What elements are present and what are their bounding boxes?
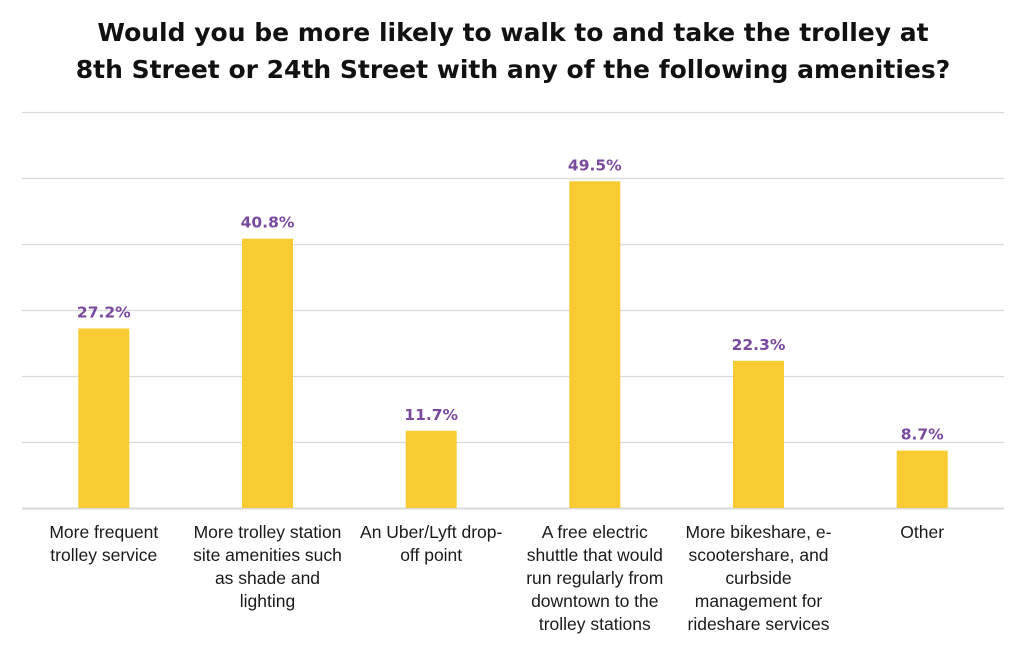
- x-tick-label-line: trolley service: [50, 545, 158, 565]
- x-tick-label-line: downtown to the: [531, 591, 659, 611]
- bar: [78, 328, 130, 508]
- data-label: 27.2%: [77, 304, 131, 322]
- data-label: 49.5%: [568, 156, 622, 174]
- x-tick-label: More trolley station site amenities such a…: [186, 521, 350, 613]
- x-tick-label-line: as shade and: [214, 568, 321, 588]
- data-label: 11.7%: [404, 406, 458, 424]
- x-tick-label-line: off point: [400, 545, 463, 565]
- data-label: 8.7%: [901, 426, 944, 444]
- bar: [896, 450, 948, 508]
- x-tick-label-line: site amenities such: [193, 545, 342, 565]
- x-tick-label-line: trolley stations: [538, 614, 651, 634]
- x-tick-label-line: scootershare, and: [688, 545, 829, 565]
- x-tick-label-line: lighting: [239, 591, 296, 611]
- chart-title-line-1: Would you be more likely to walk to and …: [97, 18, 929, 47]
- bar: [405, 430, 457, 508]
- chart-title: Would you be more likely to walk to and …: [0, 14, 1026, 88]
- x-tick-label: Other: [840, 521, 1004, 544]
- x-tick-label-line: Other: [900, 522, 945, 542]
- x-tick-label-line: run regularly from: [526, 568, 664, 588]
- x-tick-label: More bikeshare, e-scootershare, and curbs…: [677, 521, 841, 636]
- x-tick-label: A free electric shuttle that would run reg…: [513, 521, 677, 636]
- x-tick-label-line: More trolley station: [193, 522, 342, 542]
- x-tick-label-line: shuttle that would: [526, 545, 663, 565]
- x-tick-label-line: More frequent: [49, 522, 159, 542]
- x-tick-label: More frequent trolley service: [22, 521, 186, 567]
- x-tick-label-line: A free electric: [541, 522, 648, 542]
- x-tick-label-line: rideshare services: [687, 614, 830, 634]
- chart-title-line-2: 8th Street or 24th Street with any of th…: [75, 55, 951, 84]
- data-label: 40.8%: [241, 214, 295, 232]
- x-tick-label-line: An Uber/Lyft drop-: [360, 522, 503, 542]
- x-tick-label: An Uber/Lyft drop-off point: [349, 521, 513, 567]
- x-tick-label-line: curbside: [725, 568, 792, 588]
- x-tick-label-line: More bikeshare, e-: [685, 522, 832, 542]
- bar: [733, 360, 784, 508]
- bar: [242, 238, 293, 508]
- bar: [569, 181, 621, 509]
- data-label: 22.3%: [732, 336, 786, 354]
- x-tick-label-line: management for: [694, 591, 823, 611]
